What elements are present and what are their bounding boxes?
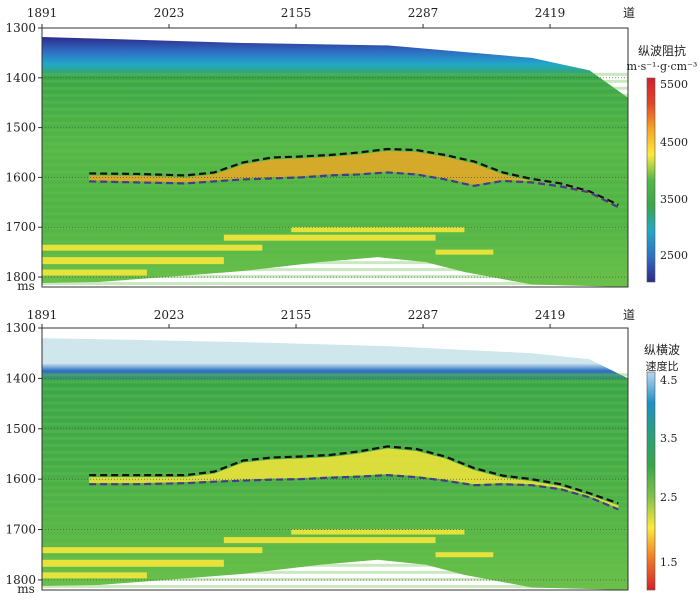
- horizon-top: [89, 147, 619, 206]
- colorbar-unit: m·s⁻¹·g·cm⁻³: [627, 60, 698, 73]
- x-axis-label: 道: [623, 308, 635, 322]
- colorbar-tick-label: 2500: [660, 249, 688, 262]
- plot-frame: [41, 27, 629, 288]
- y-tick-label: 1800: [5, 573, 36, 587]
- x-tick-label: 2023: [154, 6, 185, 20]
- vpvs-ratio-panel: 1891 2023 2155 2287 2419 道 1300 1400 1500 1600 170…: [5, 308, 680, 596]
- colorbar-unit: 速度比: [646, 359, 679, 373]
- y-tick-label: 1700: [5, 523, 36, 537]
- colorbar-tick-label: 4.5: [660, 374, 678, 387]
- y-tick-label: 1400: [5, 71, 36, 85]
- y-tick-label: 1400: [5, 371, 36, 385]
- x-tick-label: 2155: [281, 6, 312, 20]
- y-axis-label: ms: [17, 582, 35, 596]
- colorbar-tick-label: 4500: [660, 136, 688, 149]
- impedance-panel: 1891 2023 2155 2287 2419 道 1300 1400 1500 1600 170…: [5, 6, 697, 293]
- x-tick-label: 1891: [27, 6, 58, 20]
- x-tick-label: 2023: [154, 308, 185, 322]
- y-tick-label: 1700: [5, 220, 36, 234]
- y-axis-label: ms: [17, 279, 35, 293]
- colorbar-tick-label: 5500: [660, 78, 688, 91]
- y-tick-label: 1300: [5, 21, 36, 35]
- y-tick-label: 1500: [5, 422, 36, 436]
- plot-frame: [41, 327, 629, 591]
- x-tick-label: 1891: [27, 308, 58, 322]
- colorbar-tick-label: 2.5: [660, 491, 678, 504]
- colorbar: [646, 371, 656, 591]
- x-tick-label: 2419: [535, 308, 566, 322]
- y-tick-label: 1600: [5, 170, 36, 184]
- horizon-top: [89, 445, 619, 505]
- high-value-reflections: [42, 529, 494, 579]
- x-tick-label: 2419: [535, 6, 566, 20]
- reservoir-band: [89, 448, 619, 509]
- y-tick-label: 1800: [5, 270, 36, 284]
- colorbar-tick-label: 3.5: [660, 432, 678, 445]
- y-tick-label: 1600: [5, 472, 36, 486]
- high-value-reflections: [42, 227, 494, 276]
- colorbar: [646, 77, 656, 283]
- x-tick-label: 2155: [281, 308, 312, 322]
- y-tick-label: 1500: [5, 121, 36, 135]
- x-tick-label: 2287: [408, 308, 439, 322]
- x-tick-label: 2287: [408, 6, 439, 20]
- colorbar-title: 纵横波: [644, 343, 680, 357]
- y-tick-label: 1300: [5, 321, 36, 335]
- colorbar-title: 纵波阻抗: [638, 43, 686, 58]
- colorbar-tick-label: 3500: [660, 193, 688, 206]
- reservoir-band: [89, 151, 619, 207]
- x-axis-label: 道: [623, 6, 635, 20]
- colorbar-tick-label: 1.5: [660, 556, 678, 569]
